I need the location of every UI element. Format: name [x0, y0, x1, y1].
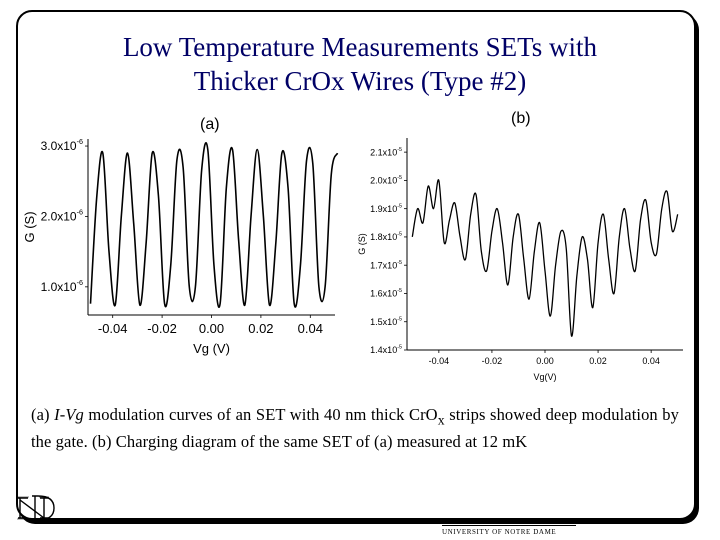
x-axis-label: Vg (V) [193, 341, 230, 356]
y-tick-label: 2.1x10-5 [370, 147, 402, 158]
x-tick-label: -0.04 [429, 356, 450, 366]
x-tick-label: 0.00 [536, 356, 554, 366]
x-tick-label: 0.02 [589, 356, 607, 366]
caption-part-2: modulation curves of an SET with 40 nm t… [83, 405, 438, 424]
series-line [411, 179, 679, 337]
y-tick-label: 1.8x10-5 [370, 232, 402, 243]
x-tick-label: -0.02 [147, 321, 177, 336]
slide-title-line-2: Thicker CrOx Wires (Type #2) [193, 66, 527, 96]
y-axis-label: G (S) [357, 233, 367, 255]
x-tick-label: 0.02 [248, 321, 273, 336]
x-tick-label: -0.02 [482, 356, 503, 366]
y-tick-label: 1.5x10-5 [370, 316, 402, 327]
caption-subscript: x [437, 412, 445, 428]
y-tick-label: 1.7x10-5 [370, 260, 402, 271]
footer-rule [442, 525, 576, 526]
caption-part-1: (a) [31, 405, 55, 424]
x-tick-label: 0.00 [199, 321, 224, 336]
y-tick-label: 1.0x10-6 [41, 278, 83, 294]
x-tick-label: 0.04 [642, 356, 660, 366]
x-axis-label: Vg(V) [533, 372, 556, 382]
series-line [89, 142, 339, 308]
caption-italic: I-Vg [54, 405, 84, 424]
y-tick-label: 1.9x10-5 [370, 203, 402, 214]
y-tick-label: 3.0x10-6 [41, 137, 83, 153]
slide-frame [16, 10, 696, 520]
chart-b: 1.4x10-5 1.5x10-5 1.6x10-5 1.7x10-5 1.8x10-5… [357, 138, 683, 382]
slide-title-line-1: Low Temperature Measurements SETs with [122, 32, 598, 62]
slide-title: Low Temperature Measurements SETs with T… [40, 30, 680, 98]
x-tick-label: -0.04 [98, 321, 128, 336]
x-tick-label: 0.04 [298, 321, 323, 336]
chart-a: 1.0x10-6 2.0x10-6 3.0x10-6 -0.04 -0.02 0.00 0.… [22, 137, 339, 356]
y-axis-label: G (S) [22, 211, 37, 242]
caption-part-3: strips showed deep modulation by the gat… [31, 405, 679, 452]
y-tick-label: 1.6x10-5 [370, 288, 402, 299]
figure-caption: (a) I-Vg modulation curves of an SET wit… [31, 404, 679, 453]
y-tick-label: 2.0x10-5 [370, 175, 402, 186]
y-tick-label: 2.0x10-6 [41, 208, 83, 224]
y-tick-label: 1.4x10-5 [370, 345, 402, 356]
footer-university: UNIVERSITY OF NOTRE DAME [442, 528, 557, 536]
panel-label-b: (b) [511, 110, 531, 127]
notre-dame-monogram-icon [17, 495, 55, 521]
panel-label-a: (a) [200, 116, 220, 133]
